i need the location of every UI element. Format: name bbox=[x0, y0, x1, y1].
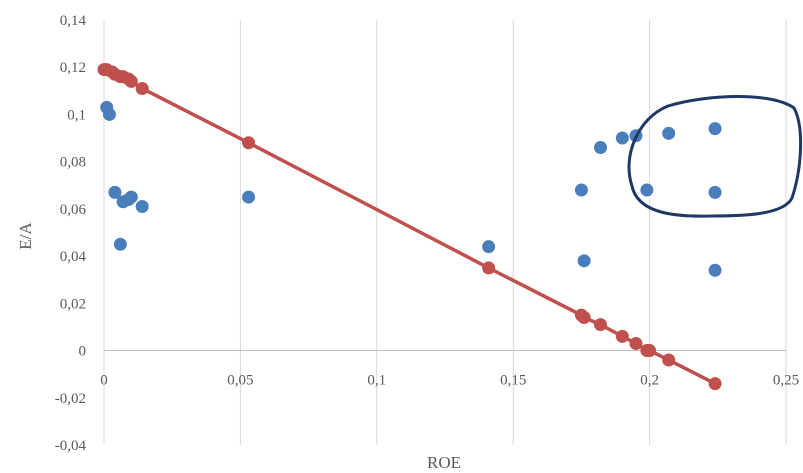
grid-lines bbox=[103, 20, 787, 445]
data-point-blue bbox=[615, 131, 629, 145]
data-point-red bbox=[124, 74, 138, 88]
x-axis-title: ROE bbox=[427, 453, 461, 472]
data-point-blue bbox=[102, 107, 116, 121]
data-point-blue bbox=[708, 122, 722, 136]
data-point-blue bbox=[108, 185, 122, 199]
data-point-red bbox=[482, 261, 496, 275]
data-point-blue bbox=[482, 240, 496, 254]
data-point-blue bbox=[662, 126, 676, 140]
data-point-blue bbox=[242, 190, 256, 204]
y-tick-label: 0,04 bbox=[60, 249, 87, 265]
x-tick-label: 0 bbox=[100, 373, 108, 389]
x-tick-labels: 0 0,05 0,1 0,15 0,2 0,25 bbox=[100, 373, 799, 389]
data-point-red bbox=[135, 81, 149, 95]
data-point-blue bbox=[124, 190, 138, 204]
y-tick-label: 0,08 bbox=[60, 155, 86, 171]
data-point-blue bbox=[640, 183, 654, 197]
data-point-blue bbox=[593, 141, 607, 154]
y-tick-label: 0,1 bbox=[67, 107, 86, 123]
data-point-blue bbox=[135, 200, 149, 214]
y-tick-label: 0,12 bbox=[60, 60, 86, 76]
y-tick-label: 0,06 bbox=[60, 202, 87, 218]
x-tick-label: 0,25 bbox=[773, 373, 799, 389]
y-tick-label: -0,04 bbox=[55, 438, 87, 454]
data-point-red bbox=[593, 318, 607, 332]
x-tick-label: 0,1 bbox=[367, 373, 386, 389]
data-point-blue bbox=[577, 254, 591, 268]
x-tick-label: 0,2 bbox=[640, 373, 659, 389]
data-point-red bbox=[615, 329, 629, 343]
data-point-red bbox=[629, 336, 643, 350]
data-point-red bbox=[643, 344, 657, 358]
y-tick-label: 0,14 bbox=[60, 13, 87, 29]
data-point-red bbox=[662, 353, 676, 367]
y-tick-label: -0,02 bbox=[55, 391, 86, 407]
data-point-blue bbox=[708, 263, 722, 277]
y-tick-label: 0 bbox=[79, 344, 87, 360]
data-point-red bbox=[577, 311, 591, 324]
data-point-red bbox=[708, 377, 722, 391]
y-tick-label: 0,02 bbox=[60, 296, 86, 312]
data-point-blue bbox=[574, 183, 588, 197]
red-series-points bbox=[97, 63, 722, 391]
data-point-blue bbox=[113, 237, 127, 251]
annotation-loop bbox=[627, 95, 802, 218]
data-point-blue bbox=[708, 185, 722, 199]
x-tick-label: 0,15 bbox=[500, 373, 526, 389]
x-tick-label: 0,05 bbox=[227, 373, 253, 389]
y-tick-labels: -0,04 -0,02 0 0,02 0,04 0,06 0,08 0,1 0,12 0,14 bbox=[55, 13, 87, 454]
data-point-red bbox=[242, 136, 256, 150]
blue-series-points bbox=[100, 100, 722, 277]
y-axis-title: E/A bbox=[16, 222, 35, 250]
